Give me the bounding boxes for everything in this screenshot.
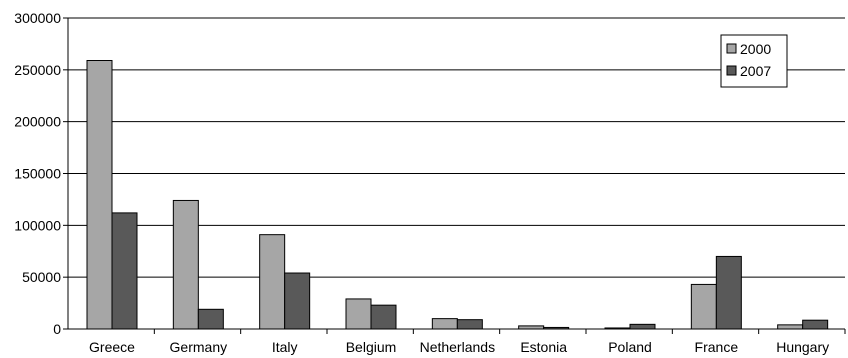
x-tick-label: Italy [272, 339, 298, 355]
x-tick-label: Belgium [346, 339, 397, 355]
legend-label-2007: 2007 [740, 63, 771, 79]
bar-greece-2000 [86, 60, 113, 330]
bars [86, 60, 829, 330]
x-tick-label: Poland [608, 339, 652, 355]
y-tick-label: 200000 [14, 114, 61, 130]
bar-hungary-2000 [777, 324, 804, 330]
legend: 2000 2007 [720, 34, 788, 88]
y-tick-label: 100000 [14, 217, 61, 233]
bar-italy-2007 [284, 272, 311, 330]
y-axis-ticks: 0 50000 100000 150000 200000 250000 300000 [14, 10, 68, 337]
x-tick-label: France [695, 339, 739, 355]
x-tick-label: Greece [89, 339, 135, 355]
legend-label-2000: 2000 [740, 41, 771, 57]
bar-italy-2000 [259, 234, 286, 330]
legend-swatch-2000 [726, 43, 737, 54]
bar-poland-2007 [629, 323, 656, 330]
bar-germany-2000 [172, 199, 199, 330]
bar-netherlands-2007 [456, 319, 483, 330]
x-axis-ticks: Greece Germany Italy Belgium Netherlands Esto… [89, 329, 846, 355]
y-tick-label: 150000 [14, 166, 61, 182]
bar-france-2000 [690, 283, 717, 330]
bar-france-2007 [715, 255, 742, 330]
bar-belgium-2007 [370, 304, 397, 330]
x-tick-label: Estonia [520, 339, 567, 355]
y-tick-label: 250000 [14, 62, 61, 78]
legend-swatch-2007 [726, 65, 737, 76]
bar-hungary-2007 [802, 319, 829, 330]
bar-greece-2007 [111, 212, 138, 330]
x-tick-label: Germany [170, 339, 228, 355]
y-tick-label: 50000 [22, 269, 61, 285]
y-tick-label: 0 [53, 321, 61, 337]
y-tick-label: 300000 [14, 10, 61, 26]
x-tick-label: Hungary [776, 339, 829, 355]
x-tick-label: Netherlands [420, 339, 496, 355]
bar-netherlands-2000 [431, 318, 458, 330]
bar-belgium-2000 [345, 298, 372, 330]
bar-germany-2007 [197, 308, 224, 330]
